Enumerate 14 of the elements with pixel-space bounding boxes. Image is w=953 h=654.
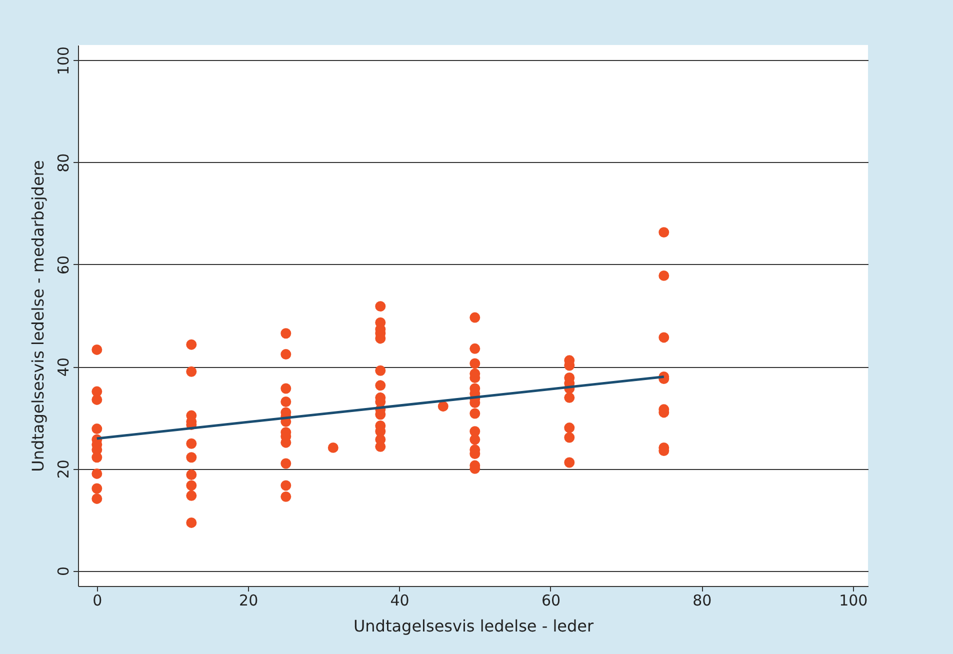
x-tick-label: 100 [839,592,868,610]
x-axis-title: Undtagelsesvis ledelse - leder [353,616,594,636]
y-tick-label: 20 [54,460,72,479]
y-axis-title: Undtagelsesvis ledelse - medarbejdere [28,160,48,472]
y-tick-label: 0 [54,566,72,576]
x-tick-label: 60 [541,592,561,610]
x-tick-label: 20 [239,592,258,610]
y-tick-label: 80 [54,153,72,172]
y-tick-label: 60 [54,255,72,275]
x-tick-label: 80 [692,592,712,610]
x-tick-label: 40 [390,592,410,610]
y-tick-label: 100 [54,46,72,76]
x-tick-label: 0 [92,592,102,610]
y-tick-label: 40 [54,357,72,377]
